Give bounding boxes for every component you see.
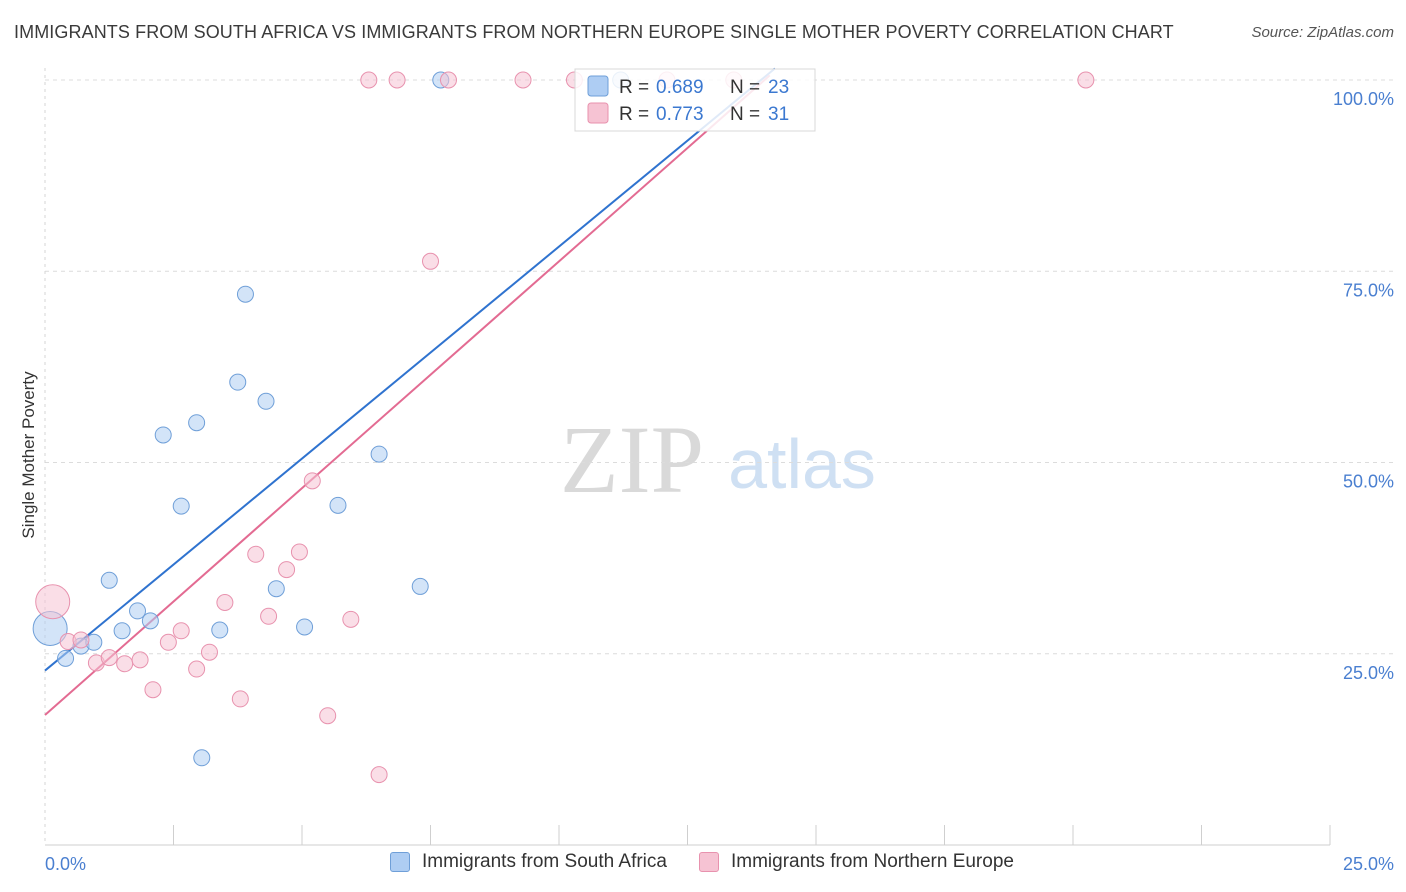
point-south-africa-6 [129,602,147,620]
point-northern-europe-11 [200,643,218,661]
point-south-africa-16 [267,580,285,598]
point-northern-europe-13 [231,690,249,708]
point-northern-europe-25 [439,71,457,89]
point-northern-europe-7 [144,681,162,699]
point-northern-europe-10 [188,660,206,678]
y-tick-label-25: 25.0% [1343,663,1394,683]
point-south-africa-5 [113,622,131,640]
stats-r-label-2: R = [619,104,649,125]
point-south-africa-12 [211,621,229,639]
stats-swatch-pink [587,102,609,124]
stats-box-frame [574,68,816,132]
point-northern-europe-29 [1077,71,1095,89]
stats-r-value-2: 0.773 [656,104,704,125]
legend-label-northern-europe: Immigrants from Northern Europe [730,851,1014,872]
point-south-africa-1 [57,649,75,667]
stats-n-value-2: 31 [768,104,789,125]
point-northern-europe-15 [260,607,278,625]
point-northern-europe-4 [100,649,118,667]
y-axis-title: Single Mother Poverty [19,371,38,539]
point-northern-europe-2 [72,631,90,649]
stats-r-value-1: 0.689 [656,77,704,98]
point-south-africa-11 [193,749,211,767]
watermark: ZIP atlas [560,406,876,513]
point-northern-europe-0 [35,584,71,620]
legend-swatch-pink [698,852,719,872]
gridlines [44,68,1394,845]
point-northern-europe-24 [422,252,439,270]
legend-item-northern-europe: Immigrants from Northern Europe [698,851,1014,873]
watermark-zip: ZIP [560,406,704,513]
point-northern-europe-20 [342,610,360,628]
stats-n-label-2: N = [730,104,760,125]
point-northern-europe-21 [360,71,378,89]
point-northern-europe-8 [159,633,177,651]
point-northern-europe-19 [319,707,337,725]
chart-title: IMMIGRANTS FROM SOUTH AFRICA VS IMMIGRAN… [14,22,1174,42]
trend-line-northern-europe [44,74,771,716]
point-northern-europe-6 [131,651,149,669]
legend-item-south-africa: Immigrants from South Africa [390,851,667,873]
y-tick-label-100: 100.0% [1333,89,1394,109]
point-northern-europe-5 [116,655,134,673]
point-northern-europe-26 [514,71,532,89]
point-south-africa-18 [329,496,347,514]
point-northern-europe-18 [303,472,321,490]
watermark-atlas: atlas [728,425,876,503]
point-south-africa-17 [296,618,314,636]
x-ticks [173,825,1331,845]
y-tick-labels: 25.0% 50.0% 75.0% 100.0% [1333,89,1394,683]
stats-swatch-blue [587,75,609,97]
trend-lines [44,67,776,716]
point-northern-europe-9 [172,622,190,640]
point-south-africa-10 [188,414,206,432]
point-south-africa-7 [141,612,159,630]
x-tick-labels: 0.0% 25.0% [45,854,1394,874]
x-tick-label-max: 25.0% [1343,854,1394,874]
stats-n-value-1: 23 [768,77,789,98]
trend-line-south-africa [44,67,776,672]
point-south-africa-20 [411,577,429,595]
point-northern-europe-23 [388,71,406,89]
stats-n-label-1: N = [730,77,760,98]
y-tick-label-50: 50.0% [1343,472,1394,492]
point-south-africa-13 [229,373,247,391]
point-northern-europe-17 [290,543,308,561]
point-south-africa-14 [236,285,254,303]
point-northern-europe-12 [216,593,234,611]
stats-r-label-1: R = [619,77,649,98]
x-tick-label-min: 0.0% [45,854,86,874]
point-south-africa-4 [100,571,118,589]
point-northern-europe-16 [278,561,296,579]
y-tick-label-75: 75.0% [1343,280,1394,300]
source-note: Source: ZipAtlas.com [1251,24,1394,41]
legend-label-south-africa: Immigrants from South Africa [422,851,667,872]
point-south-africa-8 [154,426,172,444]
point-south-africa-9 [172,497,190,515]
point-northern-europe-14 [247,545,265,563]
point-northern-europe-22 [370,766,388,784]
legend: Immigrants from South Africa Immigrants … [390,851,1046,873]
point-south-africa-15 [257,392,275,410]
stats-box: R = 0.689 N = 23 R = 0.773 N = 31 [574,68,816,132]
point-south-africa-19 [370,445,388,463]
legend-swatch-blue [390,852,410,872]
